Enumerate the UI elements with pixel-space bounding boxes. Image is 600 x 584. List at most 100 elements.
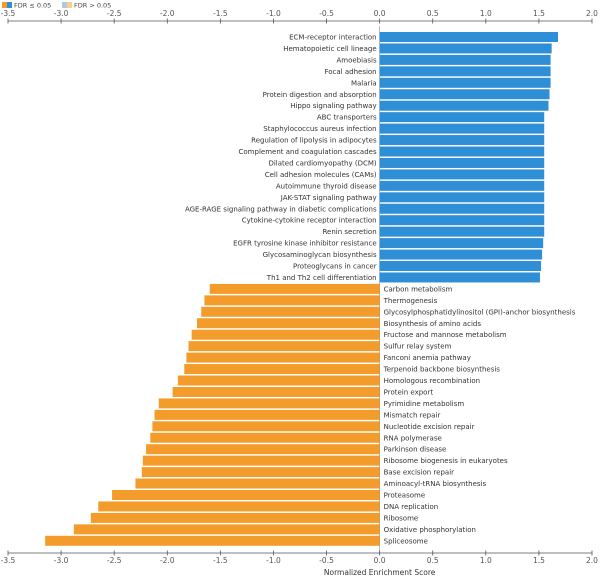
bar-7 [379, 112, 545, 123]
bar-label-40: Proteasome [384, 492, 426, 500]
bar-label-5: Protein digestion and absorption [263, 91, 377, 99]
legend-swatch-0-0 [2, 2, 7, 8]
top-tick-label-10: 1.5 [533, 9, 545, 18]
bottom-tick-label-5: -1.0 [266, 556, 281, 565]
bar-label-22: Carbon metabolism [384, 285, 453, 293]
bar-2 [379, 54, 551, 65]
bar-label-13: Autoimmune thyroid disease [276, 182, 377, 190]
bar-6 [379, 100, 549, 111]
bar-label-10: Complement and coagulation cascades [239, 148, 377, 156]
bar-label-25: Biosynthesis of amino acids [384, 320, 482, 328]
bottom-tick-label-4: -1.5 [213, 556, 228, 565]
bar-36 [146, 444, 380, 455]
bar-label-41: DNA replication [384, 503, 439, 511]
legend: FDR ≤ 0.05 FDR > 0.05 [2, 2, 111, 10]
bar-31 [172, 386, 380, 397]
bar-label-8: Staphylococcus aureus infection [263, 125, 376, 133]
legend-label-1: FDR > 0.05 [74, 2, 111, 10]
bar-16 [379, 215, 545, 226]
top-tick-label-5: -1.0 [266, 9, 281, 18]
bar-24 [201, 306, 380, 317]
bar-26 [191, 329, 380, 340]
bottom-tick-label-3: -2.0 [160, 556, 175, 565]
bottom-tick-label-0: -3.5 [1, 556, 16, 565]
bar-label-3: Focal adhesion [324, 68, 376, 76]
bar-33 [154, 409, 380, 420]
bar-label-42: Ribosome [384, 514, 419, 522]
bar-label-34: Nucleotide excision repair [384, 423, 475, 431]
bottom-tick-label-2: -2.5 [107, 556, 122, 565]
top-tick-label-7: 0.0 [374, 9, 386, 18]
top-tick-label-4: -1.5 [213, 9, 228, 18]
bar-label-2: Amoebiasis [337, 56, 377, 64]
bar-label-15: AGE-RAGE signaling pathway in diabetic c… [185, 205, 377, 213]
bar-41 [98, 501, 380, 512]
bar-label-16: Cytokine-cytokine receptor interaction [242, 217, 377, 225]
bar-label-11: Dilated cardiomyopathy (DCM) [268, 159, 376, 167]
bar-23 [204, 295, 380, 306]
bar-label-31: Protein export [384, 388, 434, 396]
bar-label-20: Proteoglycans in cancer [293, 263, 377, 271]
bar-10 [379, 146, 545, 157]
bar-label-30: Homologous recombination [384, 377, 480, 385]
bottom-tick-label-8: 0.5 [427, 556, 439, 565]
bar-label-26: Fructose and mannose metabolism [384, 331, 507, 339]
bottom-axis: -3.5 -3.0 -2.5 -2.0 -1.5 -1.0 -0.5 0.0 0.5 1.0 1.5… [1, 550, 598, 565]
bar-label-17: Renin secretion [322, 228, 376, 236]
bar-label-7: ABC transporters [317, 114, 377, 122]
bar-label-33: Mismatch repair [384, 411, 441, 419]
bar-label-21: Th1 and Th2 cell differentiation [266, 274, 377, 282]
top-tick-label-8: 0.5 [427, 9, 439, 18]
legend-label-0: FDR ≤ 0.05 [14, 2, 51, 10]
bar-38 [141, 467, 380, 478]
bar-43 [73, 524, 380, 535]
bottom-tick-label-10: 1.5 [533, 556, 545, 565]
bar-label-0: ECM-receptor interaction [289, 34, 377, 42]
bar-11 [379, 157, 545, 168]
bar-21 [379, 272, 540, 283]
bar-1 [379, 43, 552, 54]
bar-label-27: Sulfur relay system [384, 343, 452, 351]
bar-label-35: RNA polymerase [384, 434, 442, 442]
bar-17 [379, 226, 545, 237]
bar-18 [379, 238, 544, 249]
bar-label-44: Spliceosome [384, 537, 428, 545]
top-tick-label-3: -2.0 [160, 9, 175, 18]
bar-19 [379, 249, 543, 260]
bottom-tick-label-9: 1.0 [480, 556, 492, 565]
bar-label-6: Hippo signaling pathway [290, 102, 376, 110]
bar-label-1: Hematopoietic cell lineage [283, 45, 376, 53]
bar-28 [186, 352, 380, 363]
legend-swatch-1-0 [62, 2, 67, 8]
bar-39 [135, 478, 380, 489]
bar-3 [379, 66, 551, 77]
bar-label-28: Fanconi anemia pathway [384, 354, 471, 362]
bar-25 [197, 318, 380, 329]
bar-8 [379, 123, 545, 134]
top-tick-label-6: -0.5 [319, 9, 334, 18]
x-axis-title: Normalized Enrichment Score [324, 568, 436, 577]
bar-0 [379, 32, 559, 42]
bar-37 [142, 455, 380, 466]
bar-4 [379, 77, 551, 88]
bar-label-4: Malaria [351, 79, 377, 87]
bar-label-43: Oxidative phosphorylation [384, 526, 476, 534]
bar-label-32: Pyrimidine metabolism [384, 400, 465, 408]
bottom-tick-label-11: 2.0 [586, 556, 598, 565]
bar-label-14: JAK-STAT signaling pathway [280, 194, 377, 202]
legend-swatch-1-1 [67, 2, 72, 8]
bar-9 [379, 135, 545, 146]
top-tick-label-1: -3.0 [54, 9, 69, 18]
top-tick-label-0: -3.5 [1, 9, 16, 18]
bar-label-36: Parkinson disease [384, 446, 447, 454]
bar-20 [379, 261, 542, 271]
top-tick-label-9: 1.0 [480, 9, 492, 18]
bar-27 [188, 341, 380, 352]
bar-34 [152, 421, 380, 432]
bottom-tick-label-6: -0.5 [319, 556, 334, 565]
legend-swatch-0-1 [7, 2, 12, 8]
bar-30 [177, 375, 380, 386]
bar-label-24: Glycosylphosphatidylinositol (GPI)-ancho… [384, 308, 576, 316]
